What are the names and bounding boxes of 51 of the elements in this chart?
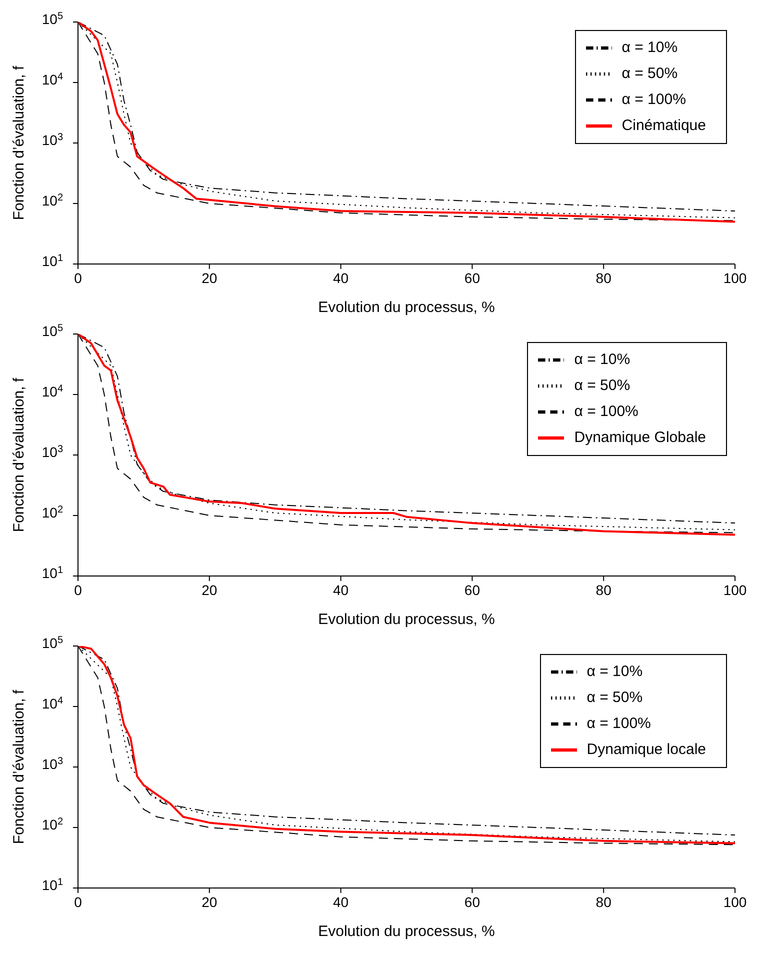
legend-label: α = 50% [622, 64, 678, 82]
x-tick-label: 80 [596, 894, 612, 910]
legend-label: α = 100% [586, 714, 651, 732]
x-tick-label: 100 [723, 582, 747, 598]
legend-label: α = 10% [574, 350, 630, 368]
y-tick-label: 10$^{5}$ [42, 634, 64, 651]
y-tick-label: 10$^{4}$ [42, 695, 64, 712]
x-tick-label: 80 [596, 582, 612, 598]
x-tick-label: 0 [74, 582, 82, 598]
y-tick-label: 10$^{2}$ [42, 504, 64, 520]
legend-label: α = 50% [586, 688, 643, 706]
x-tick-label: 0 [74, 270, 82, 286]
y-tick-label: 10$^{2}$ [42, 192, 64, 208]
legend-label: Cinématique [622, 116, 706, 134]
x-tick-label: 100 [723, 270, 747, 286]
y-tick-label: 10$^{5}$ [42, 322, 64, 339]
y-tick-label: 10$^{1}$ [42, 564, 64, 581]
y-tick-label: 10$^{1}$ [42, 252, 64, 269]
x-tick-label: 60 [464, 270, 480, 286]
x-tick-label: 40 [333, 270, 349, 286]
x-tick-label: 100 [723, 894, 747, 910]
y-tick-label: 10$^{2}$ [42, 816, 64, 832]
x-tick-label: 60 [464, 894, 480, 910]
legend-label: α = 100% [574, 402, 638, 420]
y-axis-title: Fonction d’évaluation, f [10, 377, 28, 532]
x-tick-label: 40 [333, 894, 349, 910]
x-tick-label: 80 [596, 270, 612, 286]
y-tick-label: 10$^{5}$ [42, 10, 64, 27]
x-axis-title: Evolution du processus, % [318, 611, 495, 628]
x-axis-title: Evolution du processus, % [318, 299, 495, 316]
y-tick-label: 10$^{4}$ [42, 71, 64, 88]
x-tick-label: 40 [333, 582, 349, 598]
legend-label: α = 100% [622, 90, 686, 108]
y-axis-title: Fonction d’évaluation, f [10, 65, 28, 220]
x-tick-label: 60 [464, 582, 480, 598]
y-tick-label: 10$^{4}$ [42, 383, 64, 400]
legend-label: α = 10% [586, 662, 643, 680]
y-tick-label: 10$^{3}$ [42, 444, 64, 460]
y-tick-label: 10$^{3}$ [42, 132, 64, 148]
y-tick-label: 10$^{1}$ [42, 876, 64, 893]
x-tick-label: 20 [202, 582, 218, 598]
x-tick-label: 20 [202, 270, 218, 286]
legend-label: Dynamique Globale [574, 428, 706, 446]
x-axis-title: Evolution du processus, % [318, 923, 495, 940]
y-tick-label: 10$^{3}$ [42, 756, 64, 772]
legend-label: α = 50% [574, 376, 630, 394]
y-axis-title: Fonction d’évaluation, f [10, 689, 28, 844]
x-tick-label: 20 [202, 894, 218, 910]
x-tick-label: 0 [74, 894, 82, 910]
legend-label: Dynamique locale [586, 740, 706, 758]
legend-label: α = 10% [622, 38, 678, 56]
